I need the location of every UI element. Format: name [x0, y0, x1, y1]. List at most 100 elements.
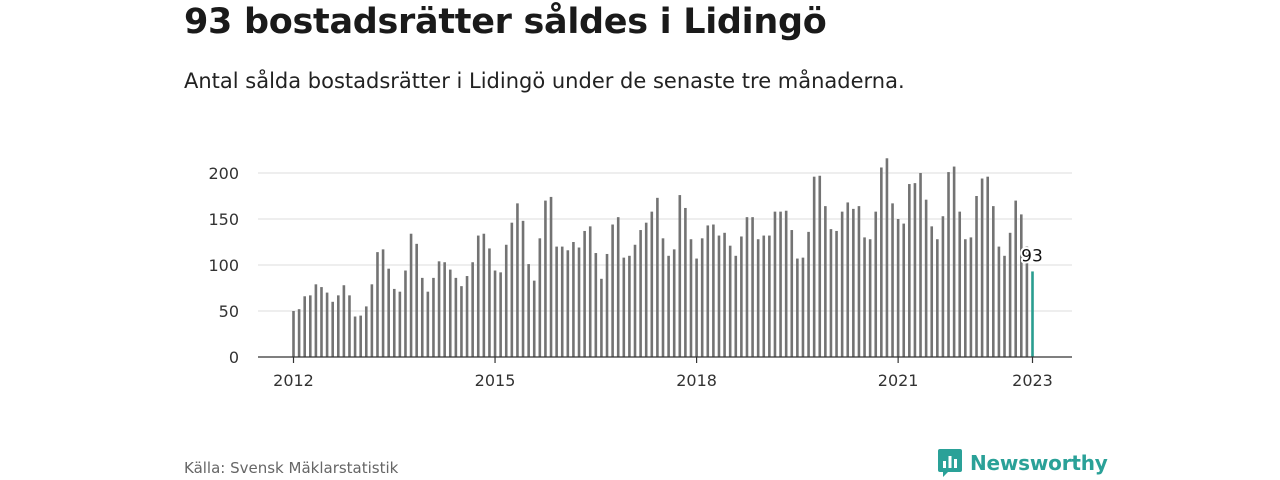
- bar: [633, 244, 637, 357]
- bar: [639, 230, 642, 357]
- bar: [331, 301, 334, 357]
- bar: [448, 269, 452, 357]
- bar: [538, 238, 542, 357]
- bar: [1008, 232, 1012, 357]
- bar: [986, 176, 990, 357]
- bar: [1020, 214, 1023, 357]
- bar: [359, 315, 362, 357]
- bar: [824, 206, 827, 357]
- bar: [734, 255, 738, 357]
- bar: [947, 172, 950, 357]
- bar: [415, 243, 418, 357]
- bar: [555, 246, 558, 357]
- bar: [980, 178, 984, 357]
- bar: [628, 255, 631, 357]
- bar: [549, 196, 553, 357]
- bar: [801, 257, 805, 357]
- bar: [762, 235, 766, 357]
- bar: [387, 268, 390, 357]
- bar: [510, 222, 514, 357]
- bar: [958, 211, 962, 357]
- bar: [577, 247, 581, 357]
- bar: [409, 233, 413, 357]
- bar: [840, 211, 844, 357]
- bar: [689, 239, 693, 357]
- bar: [583, 230, 586, 357]
- bar: [712, 224, 715, 357]
- bar: [309, 295, 312, 357]
- bar: [812, 176, 816, 357]
- chart-subtitle: Antal sålda bostadsrätter i Lidingö unde…: [184, 69, 905, 93]
- y-tick-label: 150: [208, 210, 239, 229]
- bar: [544, 200, 547, 357]
- bar: [723, 232, 726, 357]
- bar: [314, 284, 318, 357]
- bar: [880, 167, 883, 357]
- bar: [700, 238, 704, 357]
- bar: [426, 291, 430, 357]
- bar: [476, 235, 480, 357]
- bar: [588, 226, 592, 357]
- y-tick-label: 100: [208, 256, 239, 275]
- bar: [566, 250, 570, 357]
- bar: [454, 277, 458, 357]
- bar: [667, 255, 670, 357]
- bar: [364, 306, 368, 357]
- bar: [650, 211, 654, 357]
- bar: [325, 292, 329, 357]
- bar: [488, 248, 491, 357]
- brand-name: Newsworthy: [970, 451, 1108, 475]
- bar: [936, 239, 939, 357]
- bar: [818, 175, 822, 357]
- bar: [796, 258, 799, 357]
- bar: [482, 233, 486, 357]
- bar: [292, 311, 295, 357]
- bar: [672, 249, 676, 357]
- bar: [969, 237, 973, 357]
- chart-title: 93 bostadsrätter såldes i Lidingö: [184, 2, 827, 42]
- bar: [756, 239, 760, 357]
- x-axis-tick-labels: 2012 2015 2018 2021 2023: [273, 357, 1053, 390]
- bar: [594, 253, 598, 357]
- bars: [292, 158, 1034, 357]
- bar: [404, 270, 407, 357]
- x-tick-label: 2012: [273, 371, 314, 390]
- bar: [1025, 246, 1029, 357]
- bar: [835, 230, 838, 357]
- bar: [342, 285, 346, 357]
- gridlines: [258, 172, 1072, 312]
- bar: [852, 208, 855, 357]
- bar: [728, 245, 732, 357]
- bar: [975, 196, 978, 357]
- brand-logo[interactable]: Newsworthy: [937, 448, 1108, 478]
- bar: [891, 203, 894, 357]
- bar: [684, 207, 687, 357]
- bar: [320, 287, 323, 357]
- y-tick-label: 0: [229, 348, 239, 367]
- newsworthy-logo-icon: [938, 449, 962, 477]
- bar: [740, 236, 743, 357]
- bar: [616, 217, 620, 357]
- bar: [896, 219, 900, 357]
- bar: [437, 261, 441, 357]
- bar: [297, 309, 301, 357]
- bar: [706, 225, 710, 357]
- bar: [465, 276, 469, 357]
- bar: [605, 253, 609, 357]
- bar: [992, 206, 995, 357]
- bar: [997, 246, 1001, 357]
- x-tick-label: 2018: [676, 371, 717, 390]
- bar: [392, 288, 396, 357]
- bar: [874, 211, 878, 357]
- bar: [964, 239, 967, 357]
- bar: [885, 158, 889, 357]
- bar: [863, 237, 866, 357]
- y-tick-label: 50: [219, 302, 239, 321]
- bar: [381, 249, 385, 357]
- bar: [678, 195, 682, 357]
- bar: [784, 210, 788, 357]
- bar: [504, 244, 508, 357]
- bar: [790, 230, 794, 357]
- bar: [924, 199, 928, 357]
- bar: [376, 252, 379, 357]
